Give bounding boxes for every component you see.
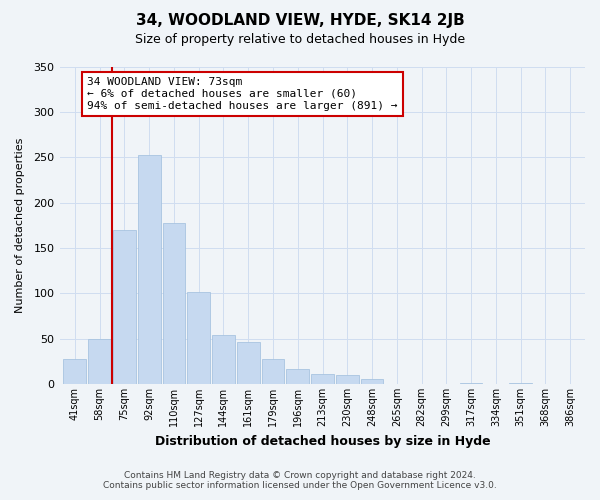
Bar [286,370,309,384]
Bar [64,358,86,384]
Bar [262,358,284,384]
Text: 34, WOODLAND VIEW, HYDE, SK14 2JB: 34, WOODLAND VIEW, HYDE, SK14 2JB [136,12,464,28]
Bar [163,222,185,384]
Bar [113,230,136,384]
Bar [212,335,235,384]
Bar [460,383,482,384]
Bar [509,383,532,384]
Y-axis label: Number of detached properties: Number of detached properties [15,138,25,313]
Text: 34 WOODLAND VIEW: 73sqm
← 6% of detached houses are smaller (60)
94% of semi-det: 34 WOODLAND VIEW: 73sqm ← 6% of detached… [87,78,398,110]
Text: Contains HM Land Registry data © Crown copyright and database right 2024.
Contai: Contains HM Land Registry data © Crown c… [103,470,497,490]
Bar [138,156,161,384]
X-axis label: Distribution of detached houses by size in Hyde: Distribution of detached houses by size … [155,434,490,448]
Bar [336,375,359,384]
Bar [88,338,111,384]
Text: Size of property relative to detached houses in Hyde: Size of property relative to detached ho… [135,32,465,46]
Bar [311,374,334,384]
Bar [187,292,210,384]
Bar [361,378,383,384]
Bar [237,342,260,384]
